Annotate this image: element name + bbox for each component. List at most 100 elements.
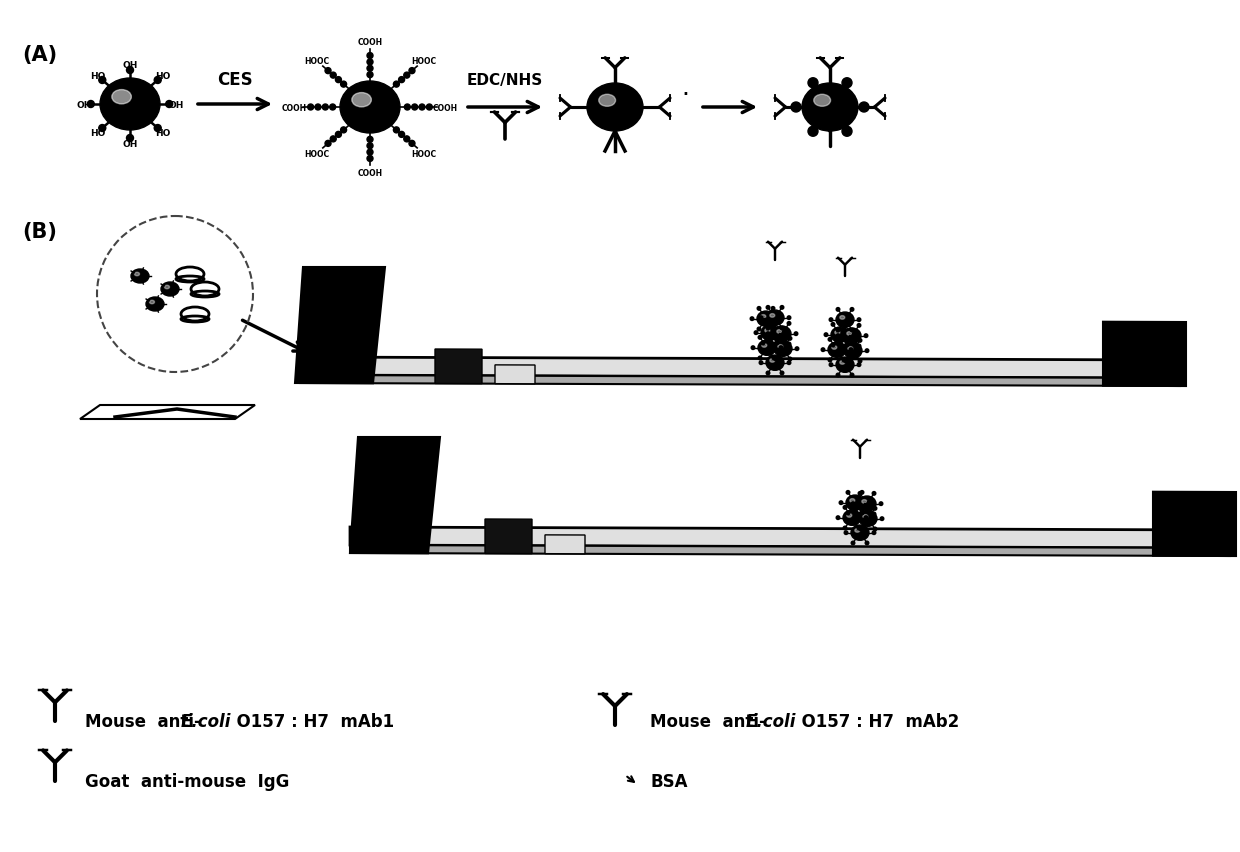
Text: COOH: COOH [433,103,458,112]
Ellipse shape [176,268,205,282]
Circle shape [849,348,853,352]
Ellipse shape [134,273,140,276]
Ellipse shape [770,314,775,318]
Circle shape [866,521,869,525]
Circle shape [419,105,425,111]
Circle shape [758,337,761,340]
Circle shape [825,333,828,337]
Circle shape [858,513,862,516]
Ellipse shape [847,514,852,518]
Text: HO: HO [155,72,170,81]
Circle shape [367,137,373,143]
Ellipse shape [776,331,781,334]
Circle shape [367,60,373,66]
Circle shape [846,323,849,327]
Ellipse shape [849,499,854,503]
Circle shape [409,141,415,147]
Circle shape [851,374,854,377]
Circle shape [780,351,784,354]
Circle shape [844,532,848,535]
Circle shape [787,322,791,325]
Circle shape [780,327,784,331]
Circle shape [754,331,758,335]
Ellipse shape [831,328,849,343]
Circle shape [880,517,884,521]
Circle shape [821,348,825,352]
Text: (B): (B) [22,222,57,242]
Circle shape [842,338,846,342]
Ellipse shape [774,342,792,357]
Circle shape [830,364,833,367]
Circle shape [341,128,347,134]
Ellipse shape [770,360,775,363]
Ellipse shape [766,355,784,371]
Circle shape [857,345,861,348]
Ellipse shape [766,311,784,326]
Circle shape [393,128,399,134]
Circle shape [779,347,782,350]
Circle shape [774,343,776,347]
Circle shape [787,316,791,320]
Circle shape [773,337,776,340]
Circle shape [126,135,134,142]
Circle shape [341,82,347,88]
Ellipse shape [191,283,219,296]
Circle shape [409,68,415,74]
Ellipse shape [839,316,844,320]
Circle shape [325,68,331,74]
Circle shape [859,527,863,531]
Text: Mouse  anti-: Mouse anti- [650,712,766,730]
Circle shape [836,353,839,357]
Circle shape [99,78,105,84]
Text: COOH: COOH [357,169,383,177]
Ellipse shape [844,343,862,359]
Text: O157 : H7  mAb2: O157 : H7 mAb2 [790,712,960,730]
Circle shape [761,342,765,345]
Ellipse shape [854,529,859,532]
Text: OH: OH [123,60,138,70]
Circle shape [851,353,854,357]
Circle shape [404,136,409,143]
Ellipse shape [599,95,615,107]
Circle shape [774,337,777,341]
Circle shape [852,517,856,521]
Ellipse shape [165,286,170,290]
Ellipse shape [761,344,766,348]
Ellipse shape [100,79,160,131]
Ellipse shape [863,515,868,519]
Circle shape [852,333,856,337]
Circle shape [330,73,336,79]
Text: (A): (A) [22,45,57,65]
Circle shape [857,527,861,530]
Text: COOH: COOH [357,38,383,47]
Circle shape [836,329,839,332]
Ellipse shape [813,95,831,107]
Text: COOH: COOH [281,103,308,112]
Circle shape [867,501,870,505]
Circle shape [842,359,846,362]
Circle shape [775,321,779,325]
Ellipse shape [352,94,371,107]
Circle shape [335,132,341,138]
Text: HOOC: HOOC [410,150,436,158]
Ellipse shape [587,83,644,132]
Ellipse shape [773,326,791,342]
Circle shape [851,542,854,545]
Circle shape [843,527,847,530]
Text: E.coli: E.coli [746,712,796,730]
Circle shape [844,339,848,343]
Circle shape [750,318,754,321]
Polygon shape [300,376,1180,387]
Ellipse shape [802,83,858,132]
Circle shape [330,105,336,111]
Circle shape [808,127,818,137]
Circle shape [844,360,848,363]
Circle shape [367,143,373,150]
Ellipse shape [828,343,846,358]
Circle shape [861,511,864,515]
Circle shape [761,321,765,325]
Circle shape [846,343,849,348]
Ellipse shape [181,308,210,321]
Circle shape [858,360,862,363]
Circle shape [858,492,862,496]
